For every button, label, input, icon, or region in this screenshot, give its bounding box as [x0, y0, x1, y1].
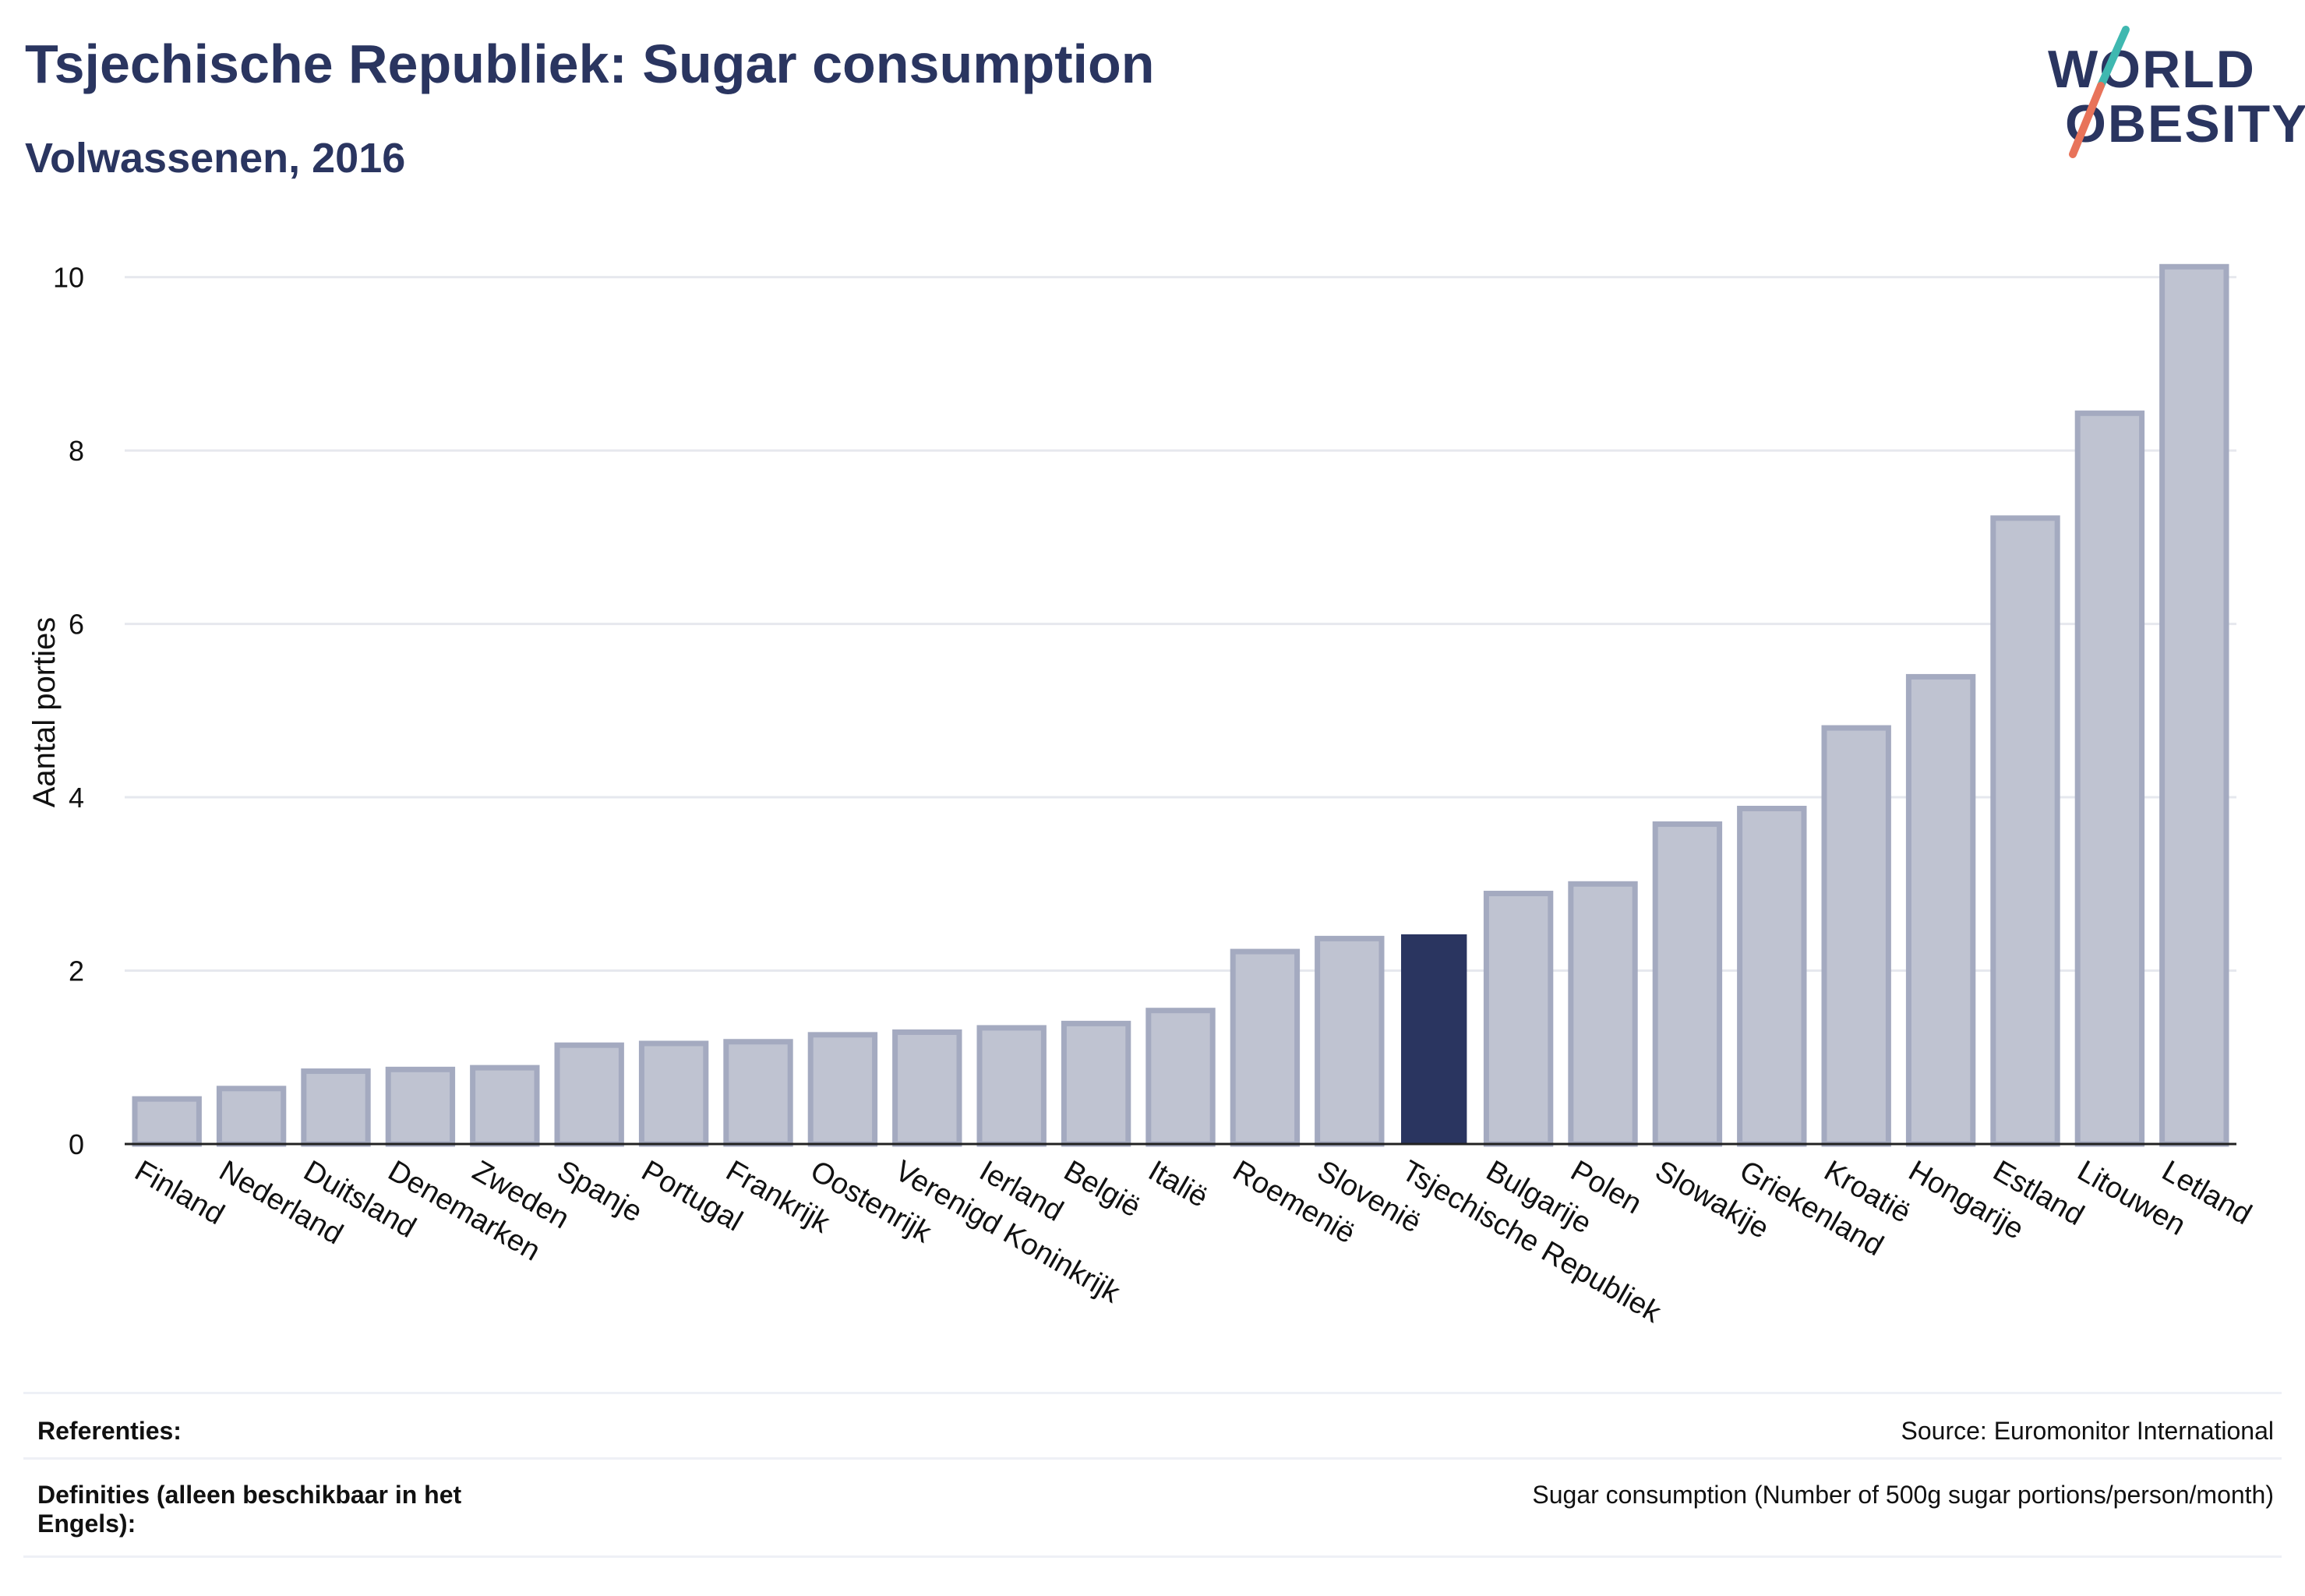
logo-slash-icon [2069, 26, 2130, 158]
x-tick-label: België [1058, 1154, 1145, 1223]
world-obesity-logo: WORLD OBESITY [2034, 23, 2305, 164]
chart-title: Tsjechische Republiek: Sugar consumption [25, 34, 1155, 94]
y-tick-label: 8 [69, 435, 84, 467]
bar-kroatië [1821, 725, 1891, 1147]
bar-spanje [554, 1042, 624, 1147]
bar-verenigd-koninkrijk [892, 1029, 962, 1147]
logo-text-world: WORLD [2048, 40, 2256, 99]
y-tick-label: 4 [69, 782, 84, 814]
y-tick-label: 2 [69, 955, 84, 987]
x-tick-label: Finland [129, 1154, 230, 1231]
bar-polen [1568, 881, 1638, 1147]
bar-estland [1990, 515, 2060, 1147]
bar-roemenië [1230, 948, 1301, 1147]
bar-finland [132, 1096, 202, 1147]
definitions-label: Definities (alleen beschikbaar in het En… [37, 1481, 462, 1538]
footer-divider [23, 1457, 2282, 1460]
bar-portugal [638, 1040, 709, 1147]
bar-italië [1145, 1008, 1216, 1147]
bar-denemarken [385, 1066, 456, 1147]
y-axis-label: Aantal porties [27, 617, 62, 808]
references-value: Source: Euromonitor International [1901, 1417, 2274, 1445]
bar-bulgarije [1483, 891, 1554, 1147]
logo-text-obesity: OBESITY [2065, 94, 2305, 154]
y-tick-label: 6 [69, 609, 84, 641]
bar-nederland [216, 1086, 287, 1147]
definitions-value: Sugar consumption (Number of 500g sugar … [1532, 1481, 2274, 1509]
footer-divider [23, 1555, 2282, 1558]
y-tick-label: 10 [53, 262, 84, 294]
bar-duitsland [301, 1068, 371, 1147]
bar-slovenië [1315, 935, 1385, 1147]
chart-subtitle: Volwassenen, 2016 [25, 135, 406, 182]
x-tick-label: Italië [1143, 1154, 1214, 1214]
bar-belgië [1061, 1020, 1131, 1147]
bar-slowakije [1652, 821, 1723, 1147]
bar-letland [2159, 263, 2229, 1147]
bar-griekenland [1737, 806, 1807, 1147]
bar-oostenrijk [807, 1032, 878, 1147]
bar-tsjechische-republiek [1401, 934, 1467, 1145]
bar-frankrijk [723, 1039, 793, 1147]
footer-divider [23, 1392, 2282, 1394]
bar-litouwen [2074, 410, 2145, 1147]
bar-zweden [470, 1065, 540, 1147]
y-tick-label: 0 [69, 1128, 84, 1160]
references-label: Referenties: [37, 1417, 182, 1445]
bar-hongarije [1905, 673, 1976, 1147]
bar-ierland [976, 1025, 1047, 1147]
